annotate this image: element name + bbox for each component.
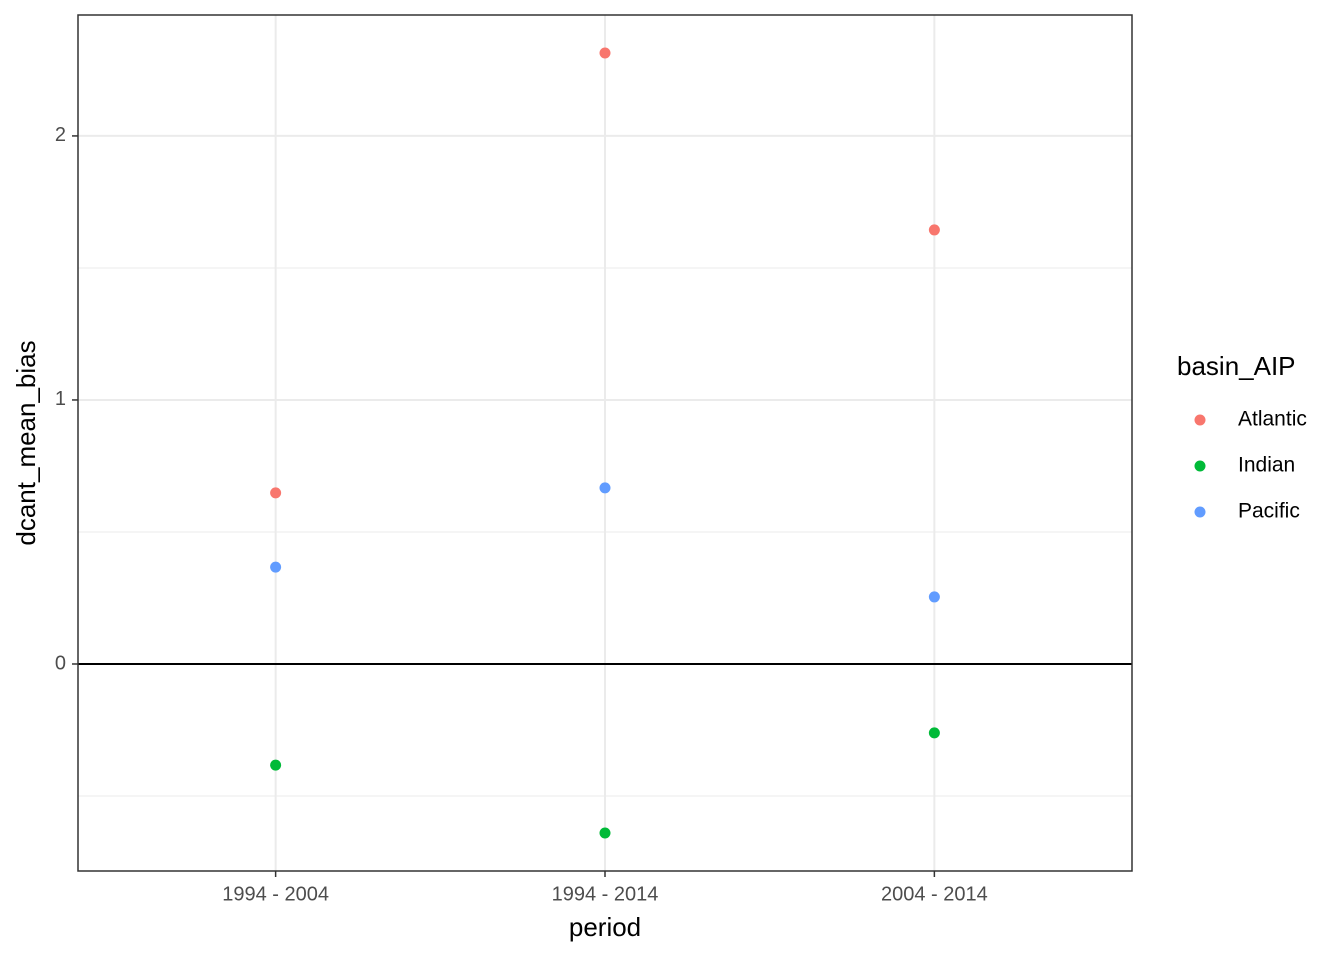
legend-key bbox=[1194, 414, 1206, 426]
x-axis-title: period bbox=[569, 912, 641, 942]
legend-key bbox=[1194, 506, 1206, 518]
x-tick-label: 1994 - 2014 bbox=[552, 883, 659, 905]
y-tick-label: 0 bbox=[55, 652, 66, 674]
legend-key bbox=[1194, 460, 1206, 472]
x-tick-label: 2004 - 2014 bbox=[881, 883, 988, 905]
point bbox=[928, 224, 940, 236]
point bbox=[928, 727, 940, 739]
point bbox=[599, 482, 611, 494]
legend-title: basin_AIP bbox=[1177, 351, 1296, 381]
point bbox=[599, 827, 611, 839]
point bbox=[928, 591, 940, 603]
y-tick-label: 1 bbox=[55, 388, 66, 410]
x-tick-label: 1994 - 2004 bbox=[222, 883, 329, 905]
y-tick-label: 2 bbox=[55, 124, 66, 146]
panel-border bbox=[77, 14, 1133, 872]
y-axis-title: dcant_mean_bias bbox=[11, 340, 41, 545]
legend-label: Atlantic bbox=[1238, 408, 1307, 431]
point bbox=[599, 47, 611, 59]
legend-label: Pacific bbox=[1238, 500, 1300, 523]
point bbox=[270, 561, 282, 573]
point bbox=[270, 759, 282, 771]
legend-label: Indian bbox=[1238, 454, 1295, 477]
point bbox=[270, 487, 282, 499]
